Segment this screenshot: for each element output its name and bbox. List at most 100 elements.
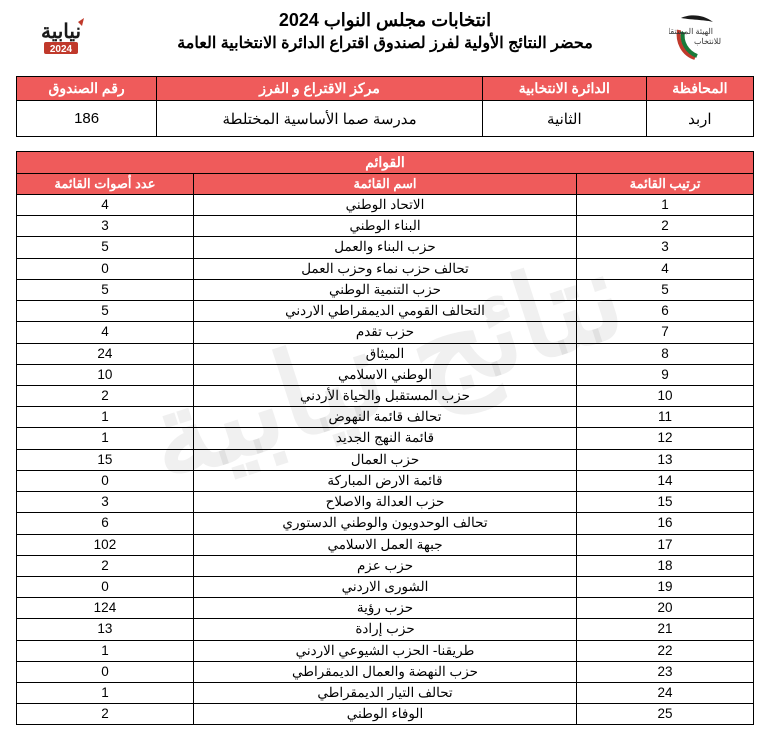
- info-row: اربد الثانية مدرسة صما الأساسية المختلطة…: [17, 101, 754, 137]
- cell-name: الوطني الاسلامي: [193, 364, 576, 385]
- cell-name: تحالف التيار الديمقراطي: [193, 683, 576, 704]
- val-governorate: اربد: [646, 101, 753, 137]
- table-row: 21حزب إرادة13: [17, 619, 754, 640]
- val-box: 186: [17, 101, 157, 137]
- col-box: رقم الصندوق: [17, 77, 157, 101]
- cell-rank: 22: [577, 640, 754, 661]
- cell-votes: 24: [17, 343, 194, 364]
- col-governorate: المحافظة: [646, 77, 753, 101]
- cell-name: حزب التنمية الوطني: [193, 279, 576, 300]
- cell-rank: 11: [577, 407, 754, 428]
- table-row: 7حزب تقدم4: [17, 322, 754, 343]
- cell-rank: 14: [577, 470, 754, 491]
- cell-rank: 3: [577, 237, 754, 258]
- cell-rank: 5: [577, 279, 754, 300]
- cell-votes: 0: [17, 576, 194, 597]
- cell-name: الوفاء الوطني: [193, 704, 576, 725]
- table-row: 6التحالف القومي الديمقراطي الاردني5: [17, 301, 754, 322]
- cell-votes: 13: [17, 619, 194, 640]
- cell-rank: 17: [577, 534, 754, 555]
- table-row: 20حزب رؤية124: [17, 598, 754, 619]
- cell-name: حزب المستقبل والحياة الأردني: [193, 385, 576, 406]
- table-row: 5حزب التنمية الوطني5: [17, 279, 754, 300]
- year-badge: 2024: [50, 44, 73, 55]
- cell-votes: 2: [17, 555, 194, 576]
- cell-rank: 9: [577, 364, 754, 385]
- cell-rank: 4: [577, 258, 754, 279]
- cell-name: تحالف قائمة النهوض: [193, 407, 576, 428]
- cell-rank: 1: [577, 195, 754, 216]
- col-district: الدائرة الانتخابية: [482, 77, 646, 101]
- cell-votes: 3: [17, 216, 194, 237]
- cell-name: الميثاق: [193, 343, 576, 364]
- cell-name: حزب تقدم: [193, 322, 576, 343]
- document-header: الهيئة المستقلة للانتخاب انتخابات مجلس ا…: [16, 10, 754, 70]
- cell-votes: 3: [17, 492, 194, 513]
- cell-name: حزب إرادة: [193, 619, 576, 640]
- cell-votes: 4: [17, 195, 194, 216]
- cell-name: قائمة النهج الجديد: [193, 428, 576, 449]
- table-row: 25الوفاء الوطني2: [17, 704, 754, 725]
- table-row: 14قائمة الارض المباركة0: [17, 470, 754, 491]
- cell-name: تحالف حزب نماء وحزب العمل: [193, 258, 576, 279]
- table-row: 11تحالف قائمة النهوض1: [17, 407, 754, 428]
- cell-rank: 10: [577, 385, 754, 406]
- cell-name: التحالف القومي الديمقراطي الاردني: [193, 301, 576, 322]
- cell-rank: 8: [577, 343, 754, 364]
- col-rank: ترتيب القائمة: [577, 174, 754, 195]
- info-table: المحافظة الدائرة الانتخابية مركز الاقترا…: [16, 76, 754, 137]
- table-row: 15حزب العدالة والاصلاح3: [17, 492, 754, 513]
- cell-votes: 2: [17, 704, 194, 725]
- cell-votes: 5: [17, 301, 194, 322]
- cell-rank: 6: [577, 301, 754, 322]
- table-row: 9الوطني الاسلامي10: [17, 364, 754, 385]
- title-main: انتخابات مجلس النواب 2024: [106, 10, 664, 31]
- iec-logo-text2: للانتخاب: [694, 37, 721, 46]
- table-row: 18حزب عزم2: [17, 555, 754, 576]
- cell-name: حزب البناء والعمل: [193, 237, 576, 258]
- cell-rank: 23: [577, 661, 754, 682]
- cell-rank: 24: [577, 683, 754, 704]
- cell-name: جبهة العمل الاسلامي: [193, 534, 576, 555]
- table-row: 2البناء الوطني3: [17, 216, 754, 237]
- cell-rank: 21: [577, 619, 754, 640]
- cell-rank: 2: [577, 216, 754, 237]
- cell-rank: 12: [577, 428, 754, 449]
- cell-votes: 1: [17, 428, 194, 449]
- cell-votes: 15: [17, 449, 194, 470]
- cell-name: حزب النهضة والعمال الديمقراطي: [193, 661, 576, 682]
- cell-rank: 18: [577, 555, 754, 576]
- table-row: 8الميثاق24: [17, 343, 754, 364]
- cell-name: قائمة الارض المباركة: [193, 470, 576, 491]
- cell-rank: 7: [577, 322, 754, 343]
- cell-votes: 5: [17, 237, 194, 258]
- lists-super-header: القوائم: [17, 152, 754, 174]
- cell-name: حزب رؤية: [193, 598, 576, 619]
- cell-votes: 1: [17, 407, 194, 428]
- col-name: اسم القائمة: [193, 174, 576, 195]
- cell-name: طريقنا- الحزب الشيوعي الاردني: [193, 640, 576, 661]
- val-center: مدرسة صما الأساسية المختلطة: [157, 101, 483, 137]
- table-row: 24تحالف التيار الديمقراطي1: [17, 683, 754, 704]
- cell-votes: 0: [17, 470, 194, 491]
- cell-votes: 10: [17, 364, 194, 385]
- cell-votes: 124: [17, 598, 194, 619]
- cell-votes: 1: [17, 683, 194, 704]
- cell-rank: 20: [577, 598, 754, 619]
- cell-name: حزب العدالة والاصلاح: [193, 492, 576, 513]
- val-district: الثانية: [482, 101, 646, 137]
- table-row: 1الاتحاد الوطني4: [17, 195, 754, 216]
- cell-name: تحالف الوحدويون والوطني الدستوري: [193, 513, 576, 534]
- title-sub: محضر النتائج الأولية لفرز لصندوق اقتراع …: [106, 33, 664, 53]
- cell-votes: 2: [17, 385, 194, 406]
- col-center: مركز الاقتراع و الفرز: [157, 77, 483, 101]
- cell-rank: 25: [577, 704, 754, 725]
- parliamentary-elections-logo: نيابية 2024: [16, 10, 106, 70]
- cell-votes: 4: [17, 322, 194, 343]
- table-row: 16تحالف الوحدويون والوطني الدستوري6: [17, 513, 754, 534]
- table-row: 19الشورى الاردني0: [17, 576, 754, 597]
- cell-votes: 0: [17, 258, 194, 279]
- cell-name: الشورى الاردني: [193, 576, 576, 597]
- table-row: 10حزب المستقبل والحياة الأردني2: [17, 385, 754, 406]
- table-row: 22طريقنا- الحزب الشيوعي الاردني1: [17, 640, 754, 661]
